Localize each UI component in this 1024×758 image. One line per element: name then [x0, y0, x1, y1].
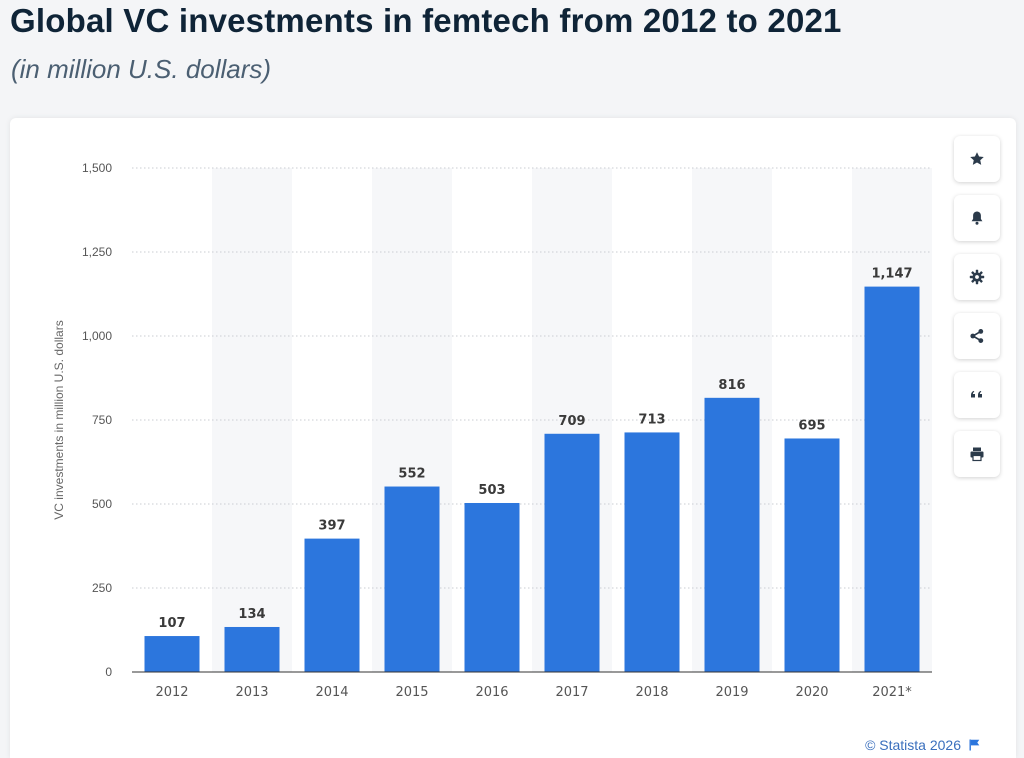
- page-title: Global VC investments in femtech from 20…: [10, 2, 842, 39]
- x-tick-label: 2013: [235, 685, 268, 700]
- data-label: 816: [718, 378, 745, 393]
- bell-icon: [971, 211, 983, 225]
- gear-icon: [969, 269, 985, 285]
- bar: [624, 432, 680, 672]
- favorite-button[interactable]: [954, 136, 1000, 182]
- x-tick-label: 2019: [715, 685, 748, 700]
- x-tick-label: 2014: [315, 685, 348, 700]
- bar: [784, 438, 840, 672]
- y-tick-label: 1,000: [82, 329, 112, 343]
- y-tick-label: 250: [92, 581, 112, 595]
- chart-card: 0 250 500 750 1,000 1,250 1,500 VC investments …: [10, 118, 1016, 758]
- x-tick-label: 2018: [635, 685, 668, 700]
- share-icon: [970, 329, 984, 343]
- bar: [864, 286, 920, 672]
- x-tick-label: 2012: [155, 685, 188, 700]
- y-tick-label: 500: [92, 497, 112, 511]
- x-tick-label: 2021*: [872, 685, 912, 700]
- data-label: 713: [638, 412, 665, 427]
- y-tick-label: 1,250: [82, 245, 112, 259]
- flag-icon: [969, 739, 980, 751]
- x-tick-label: 2017: [555, 685, 588, 700]
- data-label: 695: [798, 418, 825, 433]
- bar: [304, 538, 360, 672]
- x-tick-label: 2015: [395, 685, 428, 700]
- page-subtitle: (in million U.S. dollars): [11, 54, 272, 84]
- settings-button[interactable]: [954, 254, 1000, 300]
- y-axis-title: VC investments in million U.S. dollars: [52, 320, 66, 519]
- data-label: 397: [318, 519, 345, 534]
- bar: [704, 397, 760, 672]
- quote-icon: [971, 390, 982, 398]
- bar: [224, 626, 280, 672]
- bar-chart: 0 250 500 750 1,000 1,250 1,500 VC investments …: [52, 161, 932, 700]
- data-label: 503: [478, 483, 505, 498]
- notification-button[interactable]: [954, 195, 1000, 241]
- credit-text: © Statista 2026: [865, 737, 961, 753]
- share-button[interactable]: [954, 313, 1000, 359]
- x-tick-label: 2016: [475, 685, 508, 700]
- y-tick-label: 0: [105, 665, 112, 679]
- x-tick-label: 2020: [795, 685, 828, 700]
- y-tick-label: 750: [92, 413, 112, 427]
- bar: [144, 636, 200, 672]
- y-tick-label: 1,500: [82, 161, 112, 175]
- data-label: 134: [238, 607, 265, 622]
- bar: [384, 486, 440, 672]
- print-button[interactable]: [954, 431, 1000, 477]
- print-icon: [970, 447, 984, 462]
- data-label: 552: [398, 467, 425, 482]
- bar: [464, 502, 520, 672]
- data-label: 1,147: [871, 267, 912, 282]
- data-label: 709: [558, 414, 585, 429]
- bar: [544, 433, 600, 672]
- data-label: 107: [158, 616, 185, 631]
- star-icon: [970, 152, 984, 165]
- cite-button[interactable]: [954, 372, 1000, 418]
- statista-credit[interactable]: © Statista 2026: [865, 737, 980, 753]
